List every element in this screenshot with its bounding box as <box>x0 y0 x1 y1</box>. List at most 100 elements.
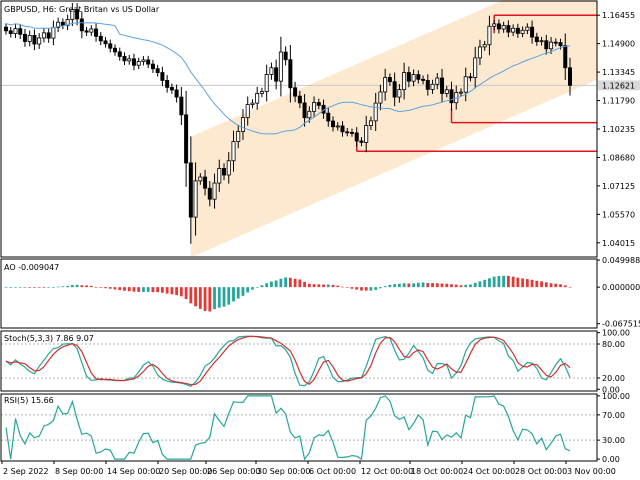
ao-bar <box>232 287 235 302</box>
ao-bar <box>208 287 212 312</box>
ao-bar <box>137 287 141 292</box>
ao-bar <box>274 280 278 288</box>
candle-body <box>122 56 127 62</box>
candle-body <box>468 76 473 79</box>
candle-body <box>563 45 568 69</box>
price-panel[interactable]: 1.16455 1.14900 1.13345 1.11790 1.10235 1.086… <box>1 0 640 258</box>
ao-bar <box>255 287 259 288</box>
ao-bars-layer <box>4 275 572 312</box>
ao-bar <box>217 287 221 308</box>
candle-body <box>4 26 9 32</box>
ao-bar <box>559 284 562 288</box>
candle-body <box>473 57 478 78</box>
candle-body <box>506 25 511 33</box>
ao-bar <box>198 287 202 309</box>
candle-body <box>98 35 103 42</box>
ao-bar <box>28 287 32 288</box>
ao-bar <box>9 287 13 288</box>
ao-bar <box>445 283 449 288</box>
ao-bar <box>236 287 240 299</box>
candle-body <box>553 41 558 44</box>
candle-body <box>198 176 203 182</box>
ao-bar <box>307 283 311 288</box>
candle-body <box>354 132 359 142</box>
candle-body <box>103 40 108 45</box>
candle-body <box>511 27 516 33</box>
rsi-panel[interactable]: 100.00 70.00 30.00 0.00 RSI(5) 15.66 <box>1 392 630 464</box>
candle-body <box>530 26 535 38</box>
time-tick-label: 28 Oct 00:00 <box>515 467 567 476</box>
candle-body <box>179 96 184 116</box>
ao-bar <box>170 287 174 295</box>
ao-bar <box>189 287 193 304</box>
candle-body <box>240 117 245 132</box>
ao-bar <box>450 284 453 288</box>
candle-body <box>331 120 336 128</box>
candle-body <box>84 30 89 33</box>
candle-body <box>373 102 378 122</box>
candle-body <box>501 25 506 30</box>
candle-body <box>307 110 312 119</box>
stoch-tick-label: 100.00 <box>602 329 630 338</box>
ao-bar <box>525 279 529 288</box>
candle-body <box>568 67 573 86</box>
ao-bar <box>251 287 254 290</box>
ao-bar <box>336 285 340 288</box>
candle-body <box>549 41 554 50</box>
candle-body <box>60 21 65 26</box>
ao-bar <box>284 277 288 288</box>
moving-average-line <box>5 22 571 135</box>
price-tick-label: 1.05570 <box>602 210 635 219</box>
stoch-panel[interactable]: 100.00 80.00 20.00 0.00 Stoch(5,3,3) 7.86 9… <box>1 329 630 395</box>
ao-bar <box>66 285 70 288</box>
candle-body <box>440 77 445 94</box>
ao-bar <box>506 275 510 288</box>
candle-body <box>18 28 23 35</box>
ao-bar <box>540 281 543 288</box>
ao-bar <box>516 277 520 288</box>
candle-body <box>397 89 402 98</box>
ao-bar <box>142 287 145 292</box>
candle-body <box>421 78 426 81</box>
ao-bar <box>47 287 51 288</box>
price-channel-layer <box>1 0 597 258</box>
candle-body <box>226 160 231 176</box>
ao-bar <box>56 286 60 288</box>
candle-body <box>32 35 37 45</box>
ao-bar <box>388 284 392 288</box>
ao-bar <box>132 287 136 292</box>
ao-bar <box>355 287 359 290</box>
ao-bar <box>33 287 36 288</box>
ao-bar <box>383 286 387 288</box>
ao-bar <box>113 287 117 290</box>
ao-bar <box>127 287 131 292</box>
ao-panel[interactable]: 0.049988 0.000000 -0.067515 AO -0.009047 <box>4 256 640 329</box>
candle-body <box>520 29 525 34</box>
panel-frame-1 <box>0 0 598 258</box>
ao-bar <box>70 285 74 288</box>
ao-bar <box>165 287 169 294</box>
rsi-tick-label: 100.00 <box>602 392 630 401</box>
ao-bar <box>488 278 491 288</box>
ao-bar <box>511 276 515 288</box>
candle-body <box>37 37 42 45</box>
ao-bar <box>440 283 444 288</box>
ao-label: AO -0.009047 <box>4 263 59 272</box>
price-candles-layer <box>4 2 573 244</box>
ao-bar <box>213 287 216 310</box>
stoch-signal-line <box>5 335 571 386</box>
ao-bar <box>194 287 197 307</box>
time-tick-label: 30 Sep 00:00 <box>257 467 310 476</box>
price-tick-label: 1.13345 <box>602 68 635 77</box>
ao-tick-label: -0.067515 <box>602 320 640 329</box>
ao-bar <box>469 284 472 288</box>
ao-bar <box>203 287 207 311</box>
stoch-tick-label: 0.00 <box>602 385 620 394</box>
candle-body <box>364 125 369 143</box>
candle-body <box>458 91 463 94</box>
ao-bar <box>322 284 325 288</box>
candle-body <box>160 72 165 81</box>
ao-bar <box>118 287 122 291</box>
